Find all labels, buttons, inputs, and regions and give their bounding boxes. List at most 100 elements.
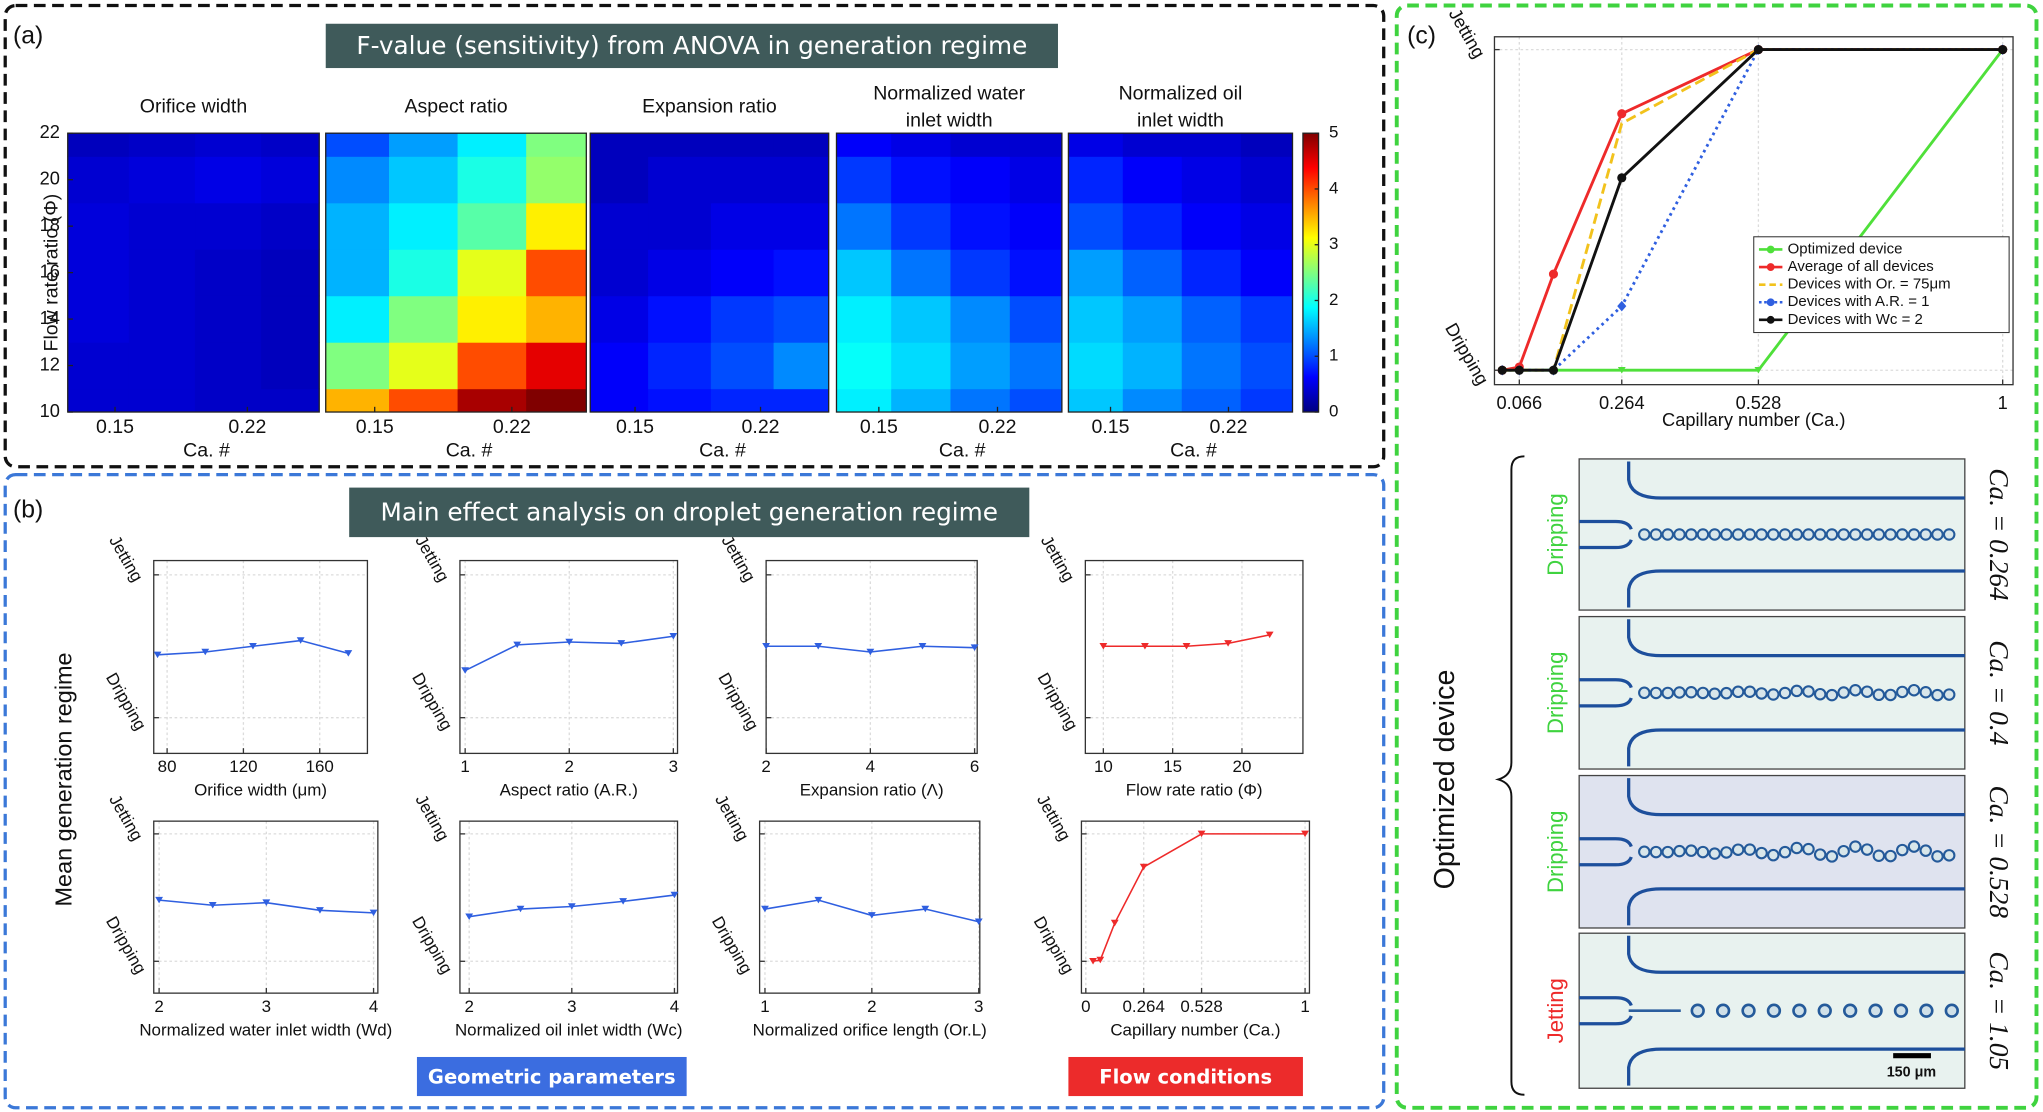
ca-caption: Ca. = 0.264 <box>1984 468 2014 601</box>
regime-label: Dripping <box>1543 811 1568 893</box>
x-axis-label: Normalized water inlet width (Wd) <box>139 1020 392 1039</box>
heatmap-cell <box>325 295 390 343</box>
droplet <box>1802 528 1815 541</box>
heatmap-cell <box>457 202 527 250</box>
heatmap-cell <box>648 248 712 297</box>
heatmap-cell <box>1122 248 1183 297</box>
heatmap-cell <box>950 295 1011 343</box>
colorbar-tick-label: 0 <box>1329 401 1338 420</box>
droplet <box>1896 528 1909 541</box>
heatmap-cell <box>389 132 459 157</box>
heatmap-cell <box>325 156 390 204</box>
heatmap-cell <box>1181 156 1242 204</box>
droplet <box>1837 844 1850 858</box>
heatmap-cell <box>325 341 390 390</box>
panel-c-frame <box>1394 3 2039 1110</box>
heatmap-cell <box>1181 248 1242 297</box>
heatmap-cell <box>1068 341 1124 390</box>
droplet <box>1825 688 1839 702</box>
plot-frame <box>459 820 679 994</box>
x-axis-label: Flow rate ratio (Φ) <box>1126 781 1263 800</box>
heatmap-cell <box>1068 202 1124 250</box>
heatmap-cell <box>648 156 712 204</box>
point <box>567 903 576 910</box>
channel-wall <box>1627 569 1965 608</box>
y-tick-label: Dripping <box>1034 669 1082 733</box>
heatmap-cell <box>1122 156 1183 204</box>
scale-bar-label: 150 μm <box>1887 1064 1936 1080</box>
x-tick-label: 0 <box>1081 997 1090 1016</box>
droplet <box>1743 685 1757 698</box>
heatmap-cell <box>261 341 320 390</box>
x-tick-label: 2 <box>154 997 163 1016</box>
droplet <box>1813 528 1827 541</box>
heatmap-cell <box>194 388 262 413</box>
x-tick-label: 0.22 <box>742 416 780 438</box>
heatmap-cell <box>325 202 390 250</box>
plot-area <box>153 560 368 754</box>
legend-marker <box>1766 315 1775 324</box>
x-tick-label: 4 <box>670 997 679 1016</box>
legend-label: Optimized device <box>1788 240 1903 257</box>
y-tick-label: Jetting <box>105 532 146 585</box>
legend-label: Devices with Wc = 2 <box>1788 311 1923 328</box>
x-tick-label: 160 <box>306 757 334 776</box>
heatmap-cell <box>194 202 262 250</box>
heatmap-cell <box>526 388 587 413</box>
panel-label: (b) <box>13 497 43 524</box>
point <box>669 633 678 640</box>
heatmap-cell <box>389 388 459 413</box>
heatmap-cell <box>457 156 527 204</box>
droplet <box>1813 848 1827 861</box>
x-tick-label: 3 <box>974 997 983 1016</box>
y-tick-label: 22 <box>40 121 60 142</box>
x-tick-label: 3 <box>567 997 576 1016</box>
x-tick-label: 0.15 <box>1092 416 1130 438</box>
y-tick-label: Jetting <box>711 791 752 844</box>
heatmap-cell <box>648 295 712 343</box>
point <box>1548 269 1559 279</box>
x-axis-label: Ca. # <box>939 439 986 461</box>
droplet <box>1755 528 1768 541</box>
micrograph-title: Optimized device <box>1429 670 1461 890</box>
point <box>814 896 823 904</box>
heatmap-cell <box>1240 156 1293 204</box>
droplet <box>1802 842 1815 856</box>
plot-frame <box>758 820 981 994</box>
plot-frame <box>1084 559 1304 755</box>
heatmap-cell <box>950 132 1011 157</box>
x-tick-label: 0.528 <box>1180 997 1222 1016</box>
droplet <box>1817 1003 1832 1018</box>
plot-frame <box>1493 36 2014 386</box>
legend-label: Devices with Or. = 75μm <box>1788 276 1951 293</box>
heatmap-cell <box>1068 248 1124 297</box>
heatmap-cell <box>194 156 262 204</box>
droplet <box>1708 528 1721 541</box>
droplet <box>1673 844 1686 858</box>
plot-frame <box>1067 132 1294 413</box>
point <box>1110 919 1119 927</box>
heatmap-cell <box>1068 156 1124 204</box>
heatmap-cell <box>773 156 830 204</box>
droplet <box>1696 528 1710 541</box>
droplet <box>1741 1003 1756 1018</box>
droplet <box>1872 849 1886 862</box>
heatmap-cell <box>526 156 587 204</box>
banner <box>349 487 1030 538</box>
channel-wall <box>1579 539 1633 550</box>
heatmap-cell <box>836 341 892 390</box>
y-tick-label: Dripping <box>708 913 756 977</box>
heatmap-cell <box>128 156 196 204</box>
heatmap-cell <box>261 202 320 250</box>
heatmap-cell <box>1009 156 1063 204</box>
heatmap-cell <box>261 248 320 297</box>
droplet <box>1790 528 1803 541</box>
x-axis-label: Orifice width (μm) <box>194 781 327 800</box>
y-tick-label: 20 <box>40 167 60 188</box>
legend-label: Average of all devices <box>1788 258 1934 275</box>
plot-area <box>766 560 978 754</box>
droplet <box>1684 686 1698 699</box>
plot-frame <box>765 559 978 755</box>
droplet <box>1896 685 1909 699</box>
droplet <box>1708 847 1721 860</box>
